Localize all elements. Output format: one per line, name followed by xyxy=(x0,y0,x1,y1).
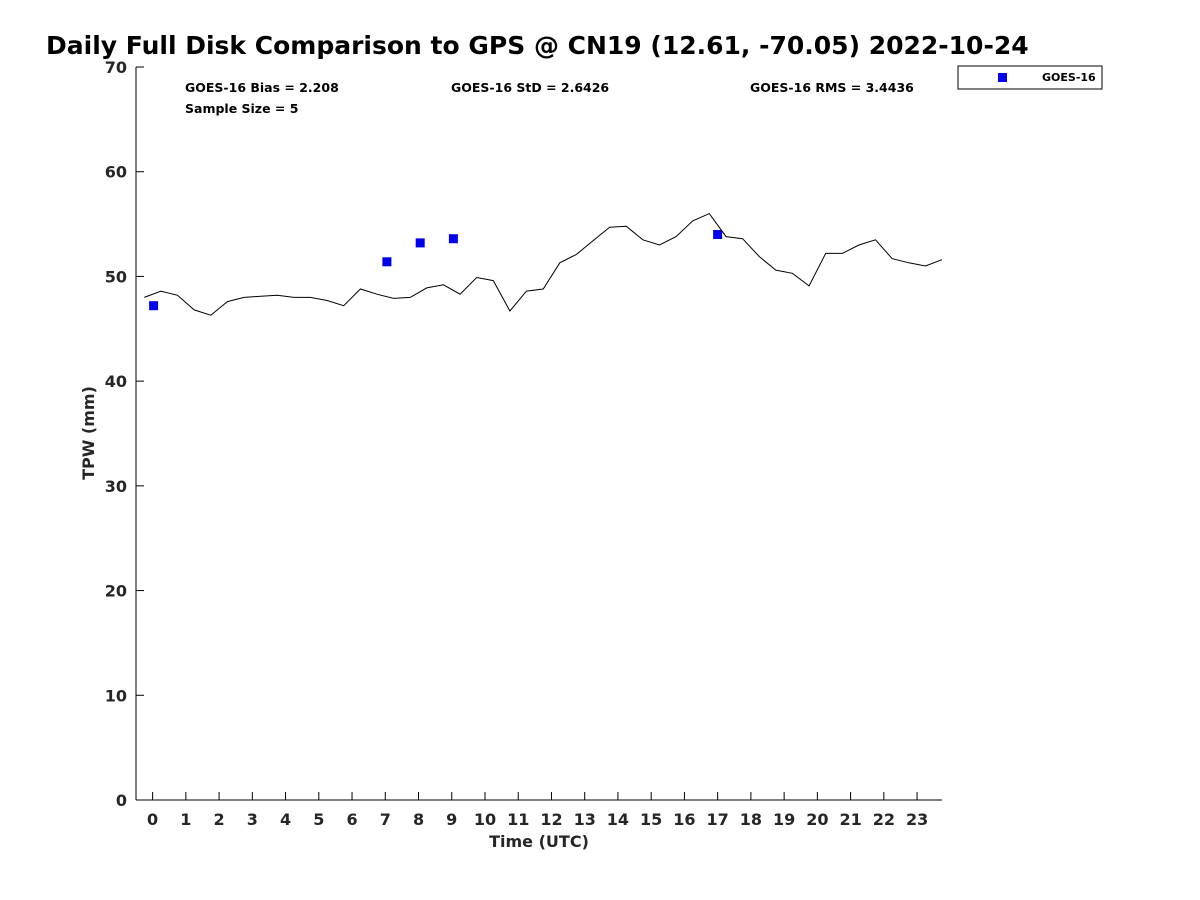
x-tick-label: 8 xyxy=(413,810,424,829)
y-tick-label: 30 xyxy=(105,477,127,496)
legend-marker-goes16 xyxy=(998,73,1007,82)
chart-title: Daily Full Disk Comparison to GPS @ CN19… xyxy=(46,31,1029,60)
gps-tpw-line xyxy=(144,212,943,316)
x-tick-label: 6 xyxy=(346,810,357,829)
x-tick-label: 11 xyxy=(507,810,529,829)
x-tick-label: 0 xyxy=(147,810,158,829)
x-tick-label: 12 xyxy=(540,810,562,829)
x-tick-label: 16 xyxy=(673,810,695,829)
stat-bias: GOES-16 Bias = 2.208 xyxy=(185,80,339,95)
x-tick-label: 3 xyxy=(247,810,258,829)
chart-marks xyxy=(144,212,943,316)
x-tick-label: 13 xyxy=(574,810,596,829)
x-tick-label: 9 xyxy=(446,810,457,829)
y-tick-label: 40 xyxy=(105,372,127,391)
stat-std: GOES-16 StD = 2.6426 xyxy=(451,80,609,95)
x-tick-label: 22 xyxy=(873,810,895,829)
x-tick-label: 15 xyxy=(640,810,662,829)
y-tick-label: 0 xyxy=(116,791,127,810)
stat-rms: GOES-16 RMS = 3.4436 xyxy=(750,80,914,95)
x-tick-label: 2 xyxy=(214,810,225,829)
y-tick-label: 60 xyxy=(105,163,127,182)
x-tick-label: 1 xyxy=(180,810,191,829)
x-tick-label: 4 xyxy=(280,810,291,829)
x-tick-label: 10 xyxy=(474,810,496,829)
x-tick-label: 14 xyxy=(607,810,629,829)
goes16-point xyxy=(149,301,159,311)
x-tick-label: 18 xyxy=(740,810,762,829)
legend-label-goes16: GOES-16 xyxy=(1042,71,1096,84)
legend: GOES-16 xyxy=(957,65,1103,90)
goes16-point xyxy=(382,257,392,267)
y-axis-label: TPW (mm) xyxy=(79,386,98,480)
stat-sample-size: Sample Size = 5 xyxy=(185,101,298,116)
y-tick-label: 70 xyxy=(105,58,127,77)
x-tick-label: 23 xyxy=(906,810,928,829)
x-tick-label: 5 xyxy=(313,810,324,829)
x-tick-label: 7 xyxy=(380,810,391,829)
goes16-point xyxy=(415,238,425,248)
goes16-point xyxy=(448,234,458,244)
y-tick-label: 20 xyxy=(105,582,127,601)
y-tick-label: 10 xyxy=(105,686,127,705)
x-tick-label: 17 xyxy=(707,810,729,829)
plot-area xyxy=(135,67,942,801)
legend-box xyxy=(957,65,1103,90)
goes16-point xyxy=(713,230,723,239)
x-tick-label: 20 xyxy=(806,810,828,829)
x-tick-label: 19 xyxy=(773,810,795,829)
y-tick-label: 50 xyxy=(105,267,127,286)
x-axis-label: Time (UTC) xyxy=(489,832,589,851)
x-tick-label: 21 xyxy=(839,810,861,829)
